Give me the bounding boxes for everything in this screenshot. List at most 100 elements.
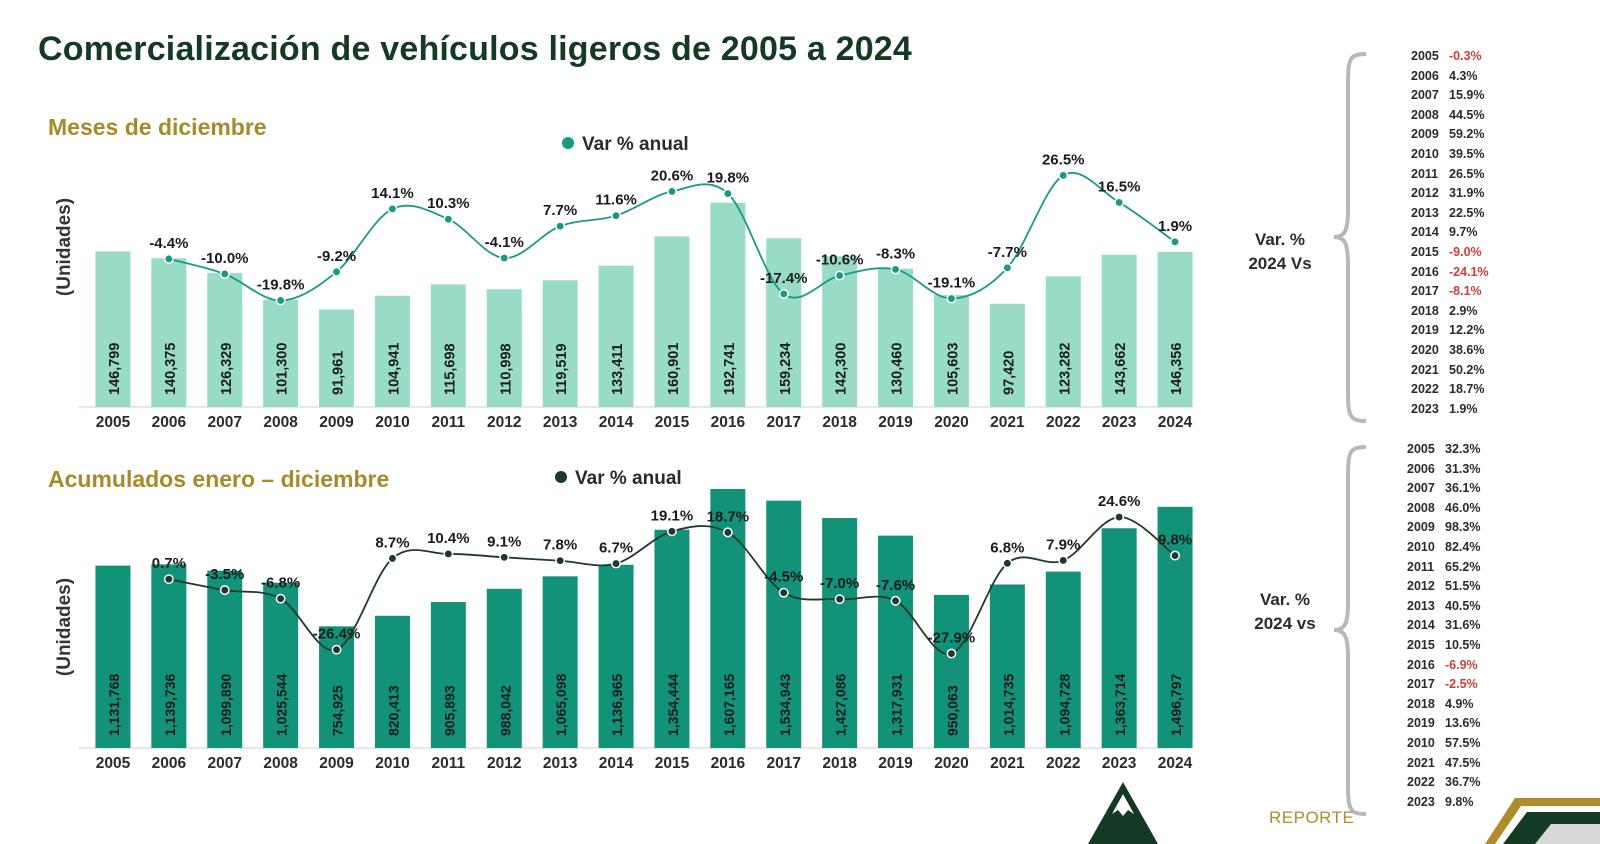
var-point — [499, 253, 510, 264]
x-tick-label: 2008 — [263, 414, 298, 431]
side-panel-2-year: 2015 — [1407, 637, 1435, 652]
side-panel-2-value: 9.8% — [1445, 794, 1474, 809]
x-tick-label: 2022 — [1046, 414, 1080, 431]
side-panel-1-row: 2014 9.7% — [1411, 223, 1489, 243]
side-panel-1-row: 2016 -24.1% — [1411, 263, 1489, 283]
var-point — [778, 587, 789, 598]
side-panel-1-row: 2021 50.2% — [1411, 361, 1489, 381]
side-panel-1-value: 38.6% — [1449, 342, 1485, 357]
side-panel-2-row: 2008 46.0% — [1407, 499, 1480, 519]
x-tick-label: 2012 — [487, 755, 521, 772]
side-panel-2-row: 2014 31.6% — [1407, 616, 1480, 636]
side-panel-2-year: 2022 — [1407, 775, 1435, 790]
side-panel-2-year: 2021 — [1407, 755, 1435, 770]
bar-value-label: 159,234 — [778, 343, 794, 395]
var-point-label: 18.7% — [707, 508, 750, 525]
bar — [1045, 571, 1081, 748]
side-panel-2-row: 2013 40.5% — [1407, 597, 1480, 617]
bar-value-label: 105,603 — [945, 343, 961, 395]
side-panel-2-value: 36.1% — [1445, 481, 1481, 496]
var-point — [1170, 236, 1181, 247]
chart1-bar-line-chart: 146,799 2005 140,375 2006 126,329 2007 101,300… — [78, 151, 1193, 431]
logo-mountain-icon — [1088, 782, 1158, 844]
bar — [374, 295, 410, 407]
bar — [878, 535, 914, 748]
side-panel-2-year: 2012 — [1407, 579, 1435, 594]
x-tick-label: 2010 — [375, 414, 409, 431]
side-panel-1-year: 2023 — [1411, 401, 1439, 416]
bar — [933, 295, 969, 407]
bar — [598, 564, 634, 748]
x-tick-label: 2016 — [711, 755, 746, 772]
side-panel-1-label-line1: Var. % — [1254, 230, 1306, 249]
x-tick-label: 2014 — [599, 414, 634, 431]
bar — [654, 529, 690, 748]
bar-value-label: 1,317,931 — [889, 674, 905, 736]
side-panel-2-row: 2006 31.3% — [1407, 460, 1480, 480]
side-panel-1-year: 2006 — [1411, 68, 1439, 83]
x-tick-label: 2016 — [711, 414, 746, 431]
side-panel-1-year: 2021 — [1411, 362, 1439, 377]
x-tick-label: 2011 — [432, 414, 466, 431]
side-panel-2-value: 13.6% — [1445, 716, 1481, 731]
legend-dot-icon — [562, 137, 574, 149]
var-point-label: -17.4% — [760, 270, 808, 287]
var-point — [1114, 197, 1125, 208]
side-panel-1-year: 2017 — [1411, 284, 1439, 299]
var-point — [611, 210, 621, 221]
var-point-label: -8.3% — [876, 245, 915, 262]
bar-value-label: 1,139,736 — [162, 674, 178, 736]
var-point-label: 9.8% — [1158, 532, 1192, 549]
side-panel-2-row: 2010 57.5% — [1407, 734, 1480, 754]
bar — [542, 280, 578, 407]
side-panel-1-value: 9.7% — [1449, 225, 1478, 240]
side-panel-2-row: 2009 98.3% — [1407, 518, 1480, 538]
side-panel-1-list: 2005 -0.3% 2006 4.3% 2007 15.9% 2008 44.5% 2009 5… — [1411, 47, 1489, 419]
var-point-label: -3.5% — [205, 566, 244, 583]
var-point-label: -10.0% — [201, 250, 249, 267]
side-panel-2-year: 2018 — [1407, 696, 1435, 711]
side-panel-1-value: 39.5% — [1449, 146, 1485, 161]
var-point-label: -4.4% — [149, 235, 188, 252]
var-point — [1170, 550, 1181, 561]
side-panel-1-row: 2005 -0.3% — [1411, 47, 1489, 67]
bar — [710, 202, 746, 407]
var-point-label: 19.8% — [707, 170, 750, 187]
var-point-label: 7.8% — [543, 537, 577, 554]
x-tick-label: 2018 — [822, 755, 857, 772]
var-point — [946, 293, 957, 304]
bar — [486, 588, 522, 748]
var-point-label: -4.1% — [485, 234, 524, 251]
side-panel-1-row: 2006 4.3% — [1411, 67, 1489, 87]
brand-label: REPORTE — [1269, 808, 1355, 827]
var-point-label: -10.6% — [816, 252, 864, 269]
bar-value-label: 146,799 — [107, 343, 123, 395]
var-point — [163, 574, 174, 585]
side-panel-2-value: 51.5% — [1445, 579, 1481, 594]
var-point — [722, 527, 733, 538]
bar — [766, 238, 802, 407]
var-point — [722, 188, 733, 199]
side-panel-1-value: 44.5% — [1449, 107, 1485, 122]
x-tick-label: 2009 — [319, 414, 354, 431]
side-panel-2-row: 2010 82.4% — [1407, 538, 1480, 558]
bar-value-label: 1,014,735 — [1000, 674, 1016, 736]
side-panel-1-row: 2013 22.5% — [1411, 204, 1489, 224]
side-panel-1-label-line2: 2024 Vs — [1248, 254, 1312, 273]
x-tick-label: 2021 — [990, 755, 1025, 772]
side-panel-1-row: 2022 18.7% — [1411, 380, 1489, 400]
bar-value-label: 1,363,714 — [1112, 674, 1128, 736]
side-panel-1-year: 2016 — [1411, 264, 1439, 279]
var-point-label: -7.7% — [988, 244, 1027, 261]
x-tick-label: 2019 — [878, 755, 913, 772]
bar-value-label: 97,420 — [1001, 351, 1017, 395]
side-panel-1-row: 2012 31.9% — [1411, 184, 1489, 204]
side-panel-2-value: 40.5% — [1445, 598, 1481, 613]
var-point — [834, 270, 845, 281]
x-tick-label: 2012 — [487, 414, 521, 431]
var-point — [219, 585, 230, 596]
side-panel-1-year: 2008 — [1411, 107, 1439, 122]
bar — [878, 268, 914, 407]
side-panel-1-value: 59.2% — [1449, 127, 1485, 142]
side-panel-2-year: 2013 — [1407, 598, 1435, 613]
